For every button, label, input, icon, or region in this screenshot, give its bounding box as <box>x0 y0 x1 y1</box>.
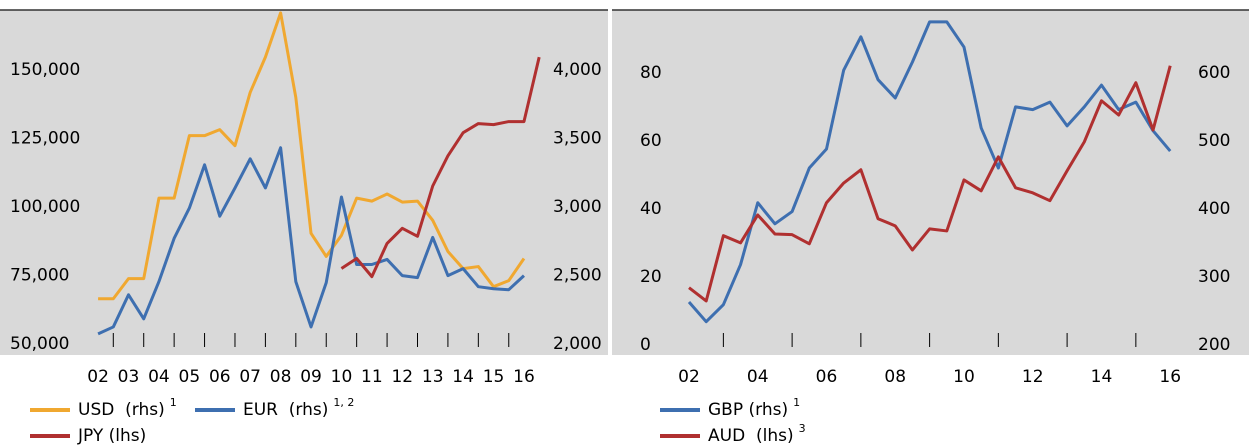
plot-background <box>612 10 1249 355</box>
x-tick-label: 04 <box>148 367 170 387</box>
legend-label: AUD (lhs) 3 <box>708 422 806 446</box>
x-tick-label: 14 <box>1091 367 1113 387</box>
legend-label: JPY (lhs) <box>77 426 146 446</box>
x-tick-label: 02 <box>678 367 700 387</box>
legend-name: AUD (lhs) <box>708 426 794 446</box>
x-tick-label: 05 <box>179 367 201 387</box>
legend-note: 1 <box>793 396 800 409</box>
y2-tick-label: 4,000 <box>553 60 602 80</box>
y-tick-label: 80 <box>640 63 662 83</box>
y2-tick-label: 2,000 <box>553 334 602 354</box>
x-tick-label: 13 <box>422 367 444 387</box>
y-tick-label: 50,000 <box>10 334 69 354</box>
y2-tick-label: 2,500 <box>553 266 602 286</box>
y-tick-label: 75,000 <box>10 266 69 286</box>
y-tick-label: 0 <box>640 335 651 355</box>
x-tick-label: 16 <box>513 367 535 387</box>
x-tick-label: 07 <box>239 367 261 387</box>
y2-tick-label: 200 <box>1198 335 1230 355</box>
x-tick-label: 12 <box>391 367 413 387</box>
legend-note: 3 <box>799 422 806 435</box>
x-tick-label: 11 <box>361 367 383 387</box>
y-tick-label: 100,000 <box>10 197 80 217</box>
x-tick-label: 02 <box>87 367 109 387</box>
x-tick-label: 14 <box>452 367 474 387</box>
y2-tick-label: 3,500 <box>553 129 602 149</box>
x-tick-label: 10 <box>331 367 353 387</box>
y2-tick-label: 400 <box>1198 199 1230 219</box>
x-tick-label: 03 <box>118 367 140 387</box>
x-tick-label: 06 <box>209 367 231 387</box>
y-tick-label: 60 <box>640 131 662 151</box>
legend-label: USD (rhs) 1 <box>78 396 177 420</box>
legend-name: GBP (rhs) <box>708 400 788 420</box>
series-line <box>688 65 1172 303</box>
y-tick-label: 150,000 <box>10 60 80 80</box>
y2-tick-label: 600 <box>1198 63 1230 83</box>
y-tick-label: 20 <box>640 267 662 287</box>
x-tick-label: 06 <box>816 367 838 387</box>
series-line <box>340 56 541 279</box>
x-tick-label: 04 <box>747 367 769 387</box>
x-tick-label: 16 <box>1159 367 1181 387</box>
series-line <box>97 146 525 336</box>
legend-note: 1 <box>170 396 177 409</box>
y2-tick-label: 300 <box>1198 267 1230 287</box>
x-tick-label: 08 <box>270 367 292 387</box>
y2-tick-label: 500 <box>1198 131 1230 151</box>
y-tick-label: 125,000 <box>10 129 80 149</box>
x-tick-label: 10 <box>953 367 975 387</box>
y2-tick-label: 3,000 <box>553 197 602 217</box>
legend-name: USD (rhs) <box>78 400 165 420</box>
y-tick-label: 40 <box>640 199 662 219</box>
legend-label: EUR (rhs) 1, 2 <box>243 396 354 420</box>
series-line <box>687 20 1172 324</box>
legend-name: EUR (rhs) <box>243 400 328 420</box>
series-line <box>98 11 526 301</box>
x-tick-label: 08 <box>884 367 906 387</box>
x-tick-label: 12 <box>1022 367 1044 387</box>
legend-note: 1, 2 <box>333 396 354 409</box>
legend-name: JPY (lhs) <box>77 426 146 446</box>
x-tick-label: 15 <box>483 367 505 387</box>
legend-label: GBP (rhs) 1 <box>708 396 800 420</box>
x-tick-label: 09 <box>300 367 322 387</box>
